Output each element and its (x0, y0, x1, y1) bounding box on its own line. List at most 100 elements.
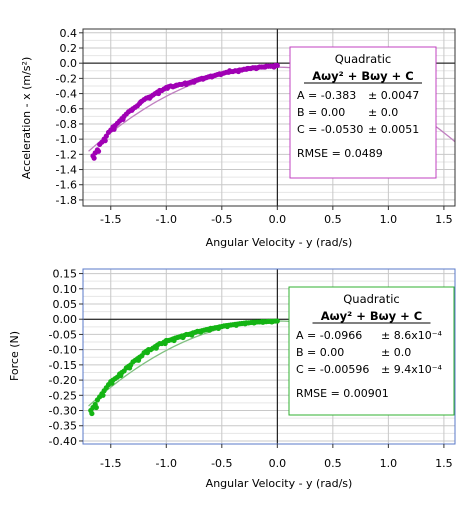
force-y-tick-label: 0.15 (53, 268, 78, 281)
force-y-tick-label: -0.20 (49, 374, 77, 387)
acceleration-data-point (191, 79, 197, 85)
force-data-point (127, 365, 133, 371)
force-data-point (171, 337, 177, 344)
acceleration-data-point (271, 64, 277, 70)
force-x-tick-label: 0.0 (269, 457, 287, 470)
force-data-point (100, 392, 106, 398)
acceleration-frame-rect (82, 28, 456, 207)
acceleration-y-tick-label: -1.6 (56, 179, 77, 192)
acceleration-x-tick-label: -1.5 (100, 213, 121, 226)
acceleration-x-tick-label: 1.0 (380, 213, 398, 226)
acceleration-data-point (235, 68, 242, 75)
acceleration-data-point (111, 126, 117, 132)
force-data-point (260, 319, 266, 325)
acceleration-y-tick-label: 0.0 (60, 57, 78, 70)
acceleration-fit-param-a: A = -0.383 (297, 89, 356, 102)
acceleration-data-point (147, 95, 153, 101)
force-data-point (233, 322, 239, 328)
force-x-tick-label: 0.5 (324, 457, 342, 470)
force-data-point (198, 329, 204, 335)
force-x-tick-label: -0.5 (211, 457, 232, 470)
acceleration-data-point (95, 148, 102, 154)
acceleration-y-tick-label: -0.8 (56, 118, 77, 131)
force-x-tick-label: 1.0 (380, 457, 398, 470)
force-fit-param-b-error: ± 0.0 (381, 346, 411, 359)
acceleration-x-tick-label: -1.0 (156, 213, 177, 226)
force-data-points (88, 318, 280, 417)
acceleration-x-ticks: -1.5 -1.0 -0.5 0.0 0.5 1.0 1.5 (100, 206, 453, 226)
force-frame-rect (82, 268, 456, 445)
force-data-point (180, 334, 186, 341)
force-y-tick-label: 0.00 (53, 313, 78, 326)
force-y-tick-label: -0.15 (49, 359, 77, 372)
acceleration-data-point (226, 68, 233, 74)
acceleration-y-ticks: 0.4 0.2 0.0 -0.2 -0.4 -0.6 -0.8 -1.0 -1.2 -1.4 -1.… (56, 27, 83, 207)
acceleration-y-tick-label: -1.2 (56, 148, 77, 161)
acceleration-plot-frame (82, 28, 456, 207)
force-fit-param-c: C = -0.00596 (296, 363, 369, 376)
force-y-tick-label: -0.30 (49, 405, 77, 418)
acceleration-data-point (200, 76, 206, 82)
force-data-point (206, 327, 213, 333)
acceleration-y-tick-label: -0.4 (56, 88, 77, 101)
acceleration-fit-box[interactable]: Quadratic Aωy² + Bωy + C A = -0.383 ± 0.… (289, 46, 437, 179)
force-data-point (109, 380, 115, 386)
force-y-ticks: 0.15 0.10 0.05 0.00 -0.05 -0.10 -0.15 -0.20 -0.2… (49, 268, 83, 448)
force-x-tick-label: -1.5 (100, 457, 121, 470)
force-data-point (189, 332, 195, 338)
acceleration-data-point (262, 64, 268, 70)
acceleration-fit-param-c-error: ± 0.0051 (368, 123, 419, 136)
force-fit-param-b: B = 0.00 (296, 346, 344, 359)
acceleration-y-tick-label: -1.0 (56, 133, 77, 146)
force-fit-param-a-error: ± 8.6x10⁻⁴ (381, 329, 443, 342)
force-x-ticks: -1.5 -1.0 -0.5 0.0 0.5 1.0 1.5 (100, 444, 453, 470)
force-data-point (118, 372, 124, 379)
force-data-point (274, 318, 280, 324)
acceleration-fit-rmse: RMSE = 0.0489 (297, 147, 383, 160)
force-data-point (89, 410, 95, 417)
acceleration-data-points (90, 62, 280, 161)
force-fit-box[interactable]: Quadratic Aωy² + Bωy + C A = -0.0966 ± 8… (288, 286, 455, 416)
acceleration-data-point (218, 71, 224, 78)
acceleration-data-point (164, 85, 170, 91)
acceleration-y-tick-label: -1.8 (56, 194, 77, 207)
force-plot-frame (82, 268, 456, 445)
force-data-point (162, 340, 168, 347)
acceleration-y-tick-label: -0.2 (56, 72, 77, 85)
acceleration-data-point (102, 138, 108, 144)
acceleration-data-point (173, 82, 179, 88)
acceleration-data-point (91, 155, 97, 161)
force-y-tick-label: -0.40 (49, 435, 77, 448)
acceleration-data-point (209, 74, 215, 80)
force-data-point (135, 357, 142, 363)
force-y-tick-label: -0.35 (49, 420, 77, 433)
force-y-tick-label: -0.05 (49, 328, 77, 341)
force-fit-rmse: RMSE = 0.00901 (296, 387, 389, 400)
acceleration-y-tick-label: -1.4 (56, 164, 77, 177)
force-data-point (242, 321, 248, 327)
acceleration-y-axis-label: Acceleration - x (m/s²) (20, 57, 33, 179)
force-chart: 0.15 0.10 0.05 0.00 -0.05 -0.10 -0.15 -0.20 -0.2… (8, 268, 456, 490)
acceleration-x-tick-label: -0.5 (211, 213, 232, 226)
force-data-point (153, 345, 159, 351)
acceleration-data-point (155, 90, 162, 97)
force-fit-param-a: A = -0.0966 (296, 329, 362, 342)
force-y-tick-label: -0.25 (49, 389, 77, 402)
acceleration-fit-param-c: C = -0.0530 (297, 123, 363, 136)
acceleration-y-tick-label: 0.2 (60, 42, 78, 55)
acceleration-fit-param-b-error: ± 0.0 (368, 106, 398, 119)
acceleration-data-point (244, 65, 250, 72)
acceleration-data-point (103, 133, 109, 139)
force-fit-box-frame (288, 286, 455, 416)
acceleration-x-axis-label: Angular Velocity - y (rad/s) (206, 236, 353, 249)
acceleration-fit-box-frame (289, 46, 437, 179)
acceleration-data-point (120, 116, 126, 122)
acceleration-y-tick-label: -0.6 (56, 103, 77, 116)
acceleration-data-point (129, 107, 135, 113)
force-y-axis-label: Force (N) (8, 331, 21, 381)
force-x-axis-label: Angular Velocity - y (rad/s) (206, 477, 353, 490)
force-y-tick-label: -0.10 (49, 344, 77, 357)
force-y-tick-label: 0.10 (53, 283, 78, 296)
acceleration-fit-param-b: B = 0.00 (297, 106, 345, 119)
force-data-point (93, 404, 99, 411)
